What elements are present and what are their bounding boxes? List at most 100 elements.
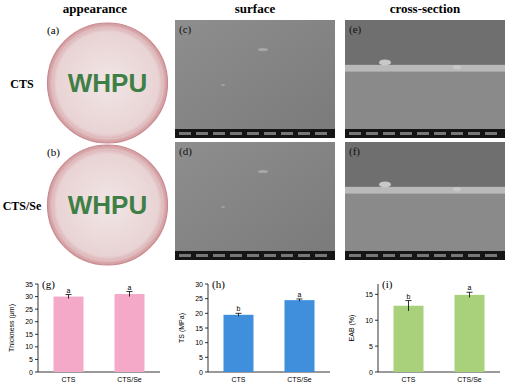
sem-info-block — [213, 254, 225, 257]
film-body — [345, 72, 505, 131]
error-cap — [406, 300, 412, 301]
sem-info-block — [179, 254, 191, 257]
column-header: appearance — [63, 1, 128, 16]
sem-info-block — [434, 254, 446, 257]
x-tick-label: CTS — [232, 376, 246, 383]
sem-info-block — [383, 132, 395, 135]
y-tick-label: 5 — [29, 356, 33, 363]
sem-info-block — [298, 254, 310, 257]
y-axis — [208, 284, 209, 372]
image-panel: (e) — [345, 20, 505, 138]
y-axis — [378, 284, 379, 372]
y-tick — [205, 372, 208, 373]
panel-label: (a) — [47, 24, 60, 37]
y-tick-label: 0 — [199, 369, 203, 376]
bar-chart: 05101520253035Thickness (μm)(g)aCTSaCTS/… — [8, 278, 160, 383]
error-stem — [238, 313, 239, 316]
bar — [54, 297, 84, 372]
significance-letter: a — [128, 284, 132, 291]
image-panel: WHPU(b) — [47, 145, 168, 265]
figure: appearancesurfacecross-sectionCTSCTS/SeW… — [0, 0, 510, 390]
sem-info-block — [298, 132, 310, 135]
y-tick — [375, 372, 378, 373]
bars — [54, 292, 145, 372]
y-tick-label: 30 — [25, 293, 33, 300]
speck — [453, 65, 461, 69]
error-stem — [129, 292, 130, 297]
error-bar — [127, 292, 133, 297]
film-rim — [52, 27, 164, 139]
error-cap — [66, 294, 72, 295]
sem-info-bar — [175, 129, 335, 138]
y-tick-label: 15 — [25, 331, 33, 338]
sem-info-block — [485, 254, 497, 257]
y-tick-label: 25 — [25, 306, 33, 313]
sem-info-block — [264, 132, 276, 135]
y-tick-label: 0 — [369, 369, 373, 376]
y-tick — [375, 320, 378, 321]
significance-letter: b — [407, 293, 411, 300]
film-edge — [345, 187, 505, 194]
film-edge — [345, 65, 505, 72]
panel-label: (f) — [349, 145, 360, 158]
sem-info-block — [485, 132, 497, 135]
sem-info-bar — [345, 129, 505, 138]
sem-info-block — [247, 132, 259, 135]
error-stem — [68, 295, 69, 299]
y-tick — [35, 296, 38, 297]
y-tick-label: 30 — [195, 281, 203, 288]
x-tick-label: CTS — [402, 376, 416, 383]
sem-cross-section — [345, 20, 505, 138]
column-header: cross-section — [390, 1, 461, 16]
speck — [221, 206, 225, 208]
y-tick-label: 15 — [365, 291, 373, 298]
y-tick — [205, 313, 208, 314]
y-tick — [205, 284, 208, 285]
y-axis-label: Thickness (μm) — [8, 304, 16, 352]
y-tick — [205, 342, 208, 343]
significance-letter: a — [298, 291, 302, 298]
panel-label: (e) — [349, 23, 362, 36]
sem-info-block — [383, 254, 395, 257]
sem-info-block — [468, 132, 480, 135]
sem-info-bar — [345, 251, 505, 260]
y-tick-label: 25 — [195, 295, 203, 302]
speck — [379, 59, 391, 65]
y-tick — [35, 346, 38, 347]
sem-info-bar — [175, 251, 335, 260]
sem-info-block — [417, 132, 429, 135]
image-panel: WHPU(a) — [47, 23, 168, 143]
sem-info-block — [366, 254, 378, 257]
error-bar — [236, 313, 242, 316]
significance-letter: a — [468, 284, 472, 291]
image-panel: (f) — [345, 142, 505, 260]
x-tick-label: CTS — [62, 376, 76, 383]
sem-info-block — [366, 132, 378, 135]
y-tick — [205, 357, 208, 358]
sem-info-block — [230, 254, 242, 257]
speck — [258, 48, 268, 51]
panel-label: (g) — [42, 278, 55, 291]
image-panel: (c) — [175, 20, 335, 138]
x-tick-label: CTS/Se — [117, 376, 142, 383]
sem-info-block — [264, 254, 276, 257]
speck — [258, 170, 268, 173]
error-cap — [236, 313, 242, 314]
y-tick-label: 10 — [195, 339, 203, 346]
y-axis-label: TS (MPa) — [178, 313, 186, 343]
sem-info-block — [400, 254, 412, 257]
sem-info-block — [349, 254, 361, 257]
error-bar — [297, 299, 303, 301]
bar — [394, 306, 424, 372]
error-bar — [467, 292, 473, 297]
y-tick — [35, 321, 38, 322]
bar-chart: 051015202530TS (MPa)(h)bCTSaCTS/Se — [178, 278, 330, 383]
error-stem — [469, 292, 470, 297]
y-tick — [375, 294, 378, 295]
y-tick-label: 10 — [25, 343, 33, 350]
bar — [285, 300, 315, 372]
y-tick — [35, 309, 38, 310]
sem-info-block — [230, 132, 242, 135]
sem-cross-section — [345, 142, 505, 260]
film-disc — [48, 23, 168, 143]
